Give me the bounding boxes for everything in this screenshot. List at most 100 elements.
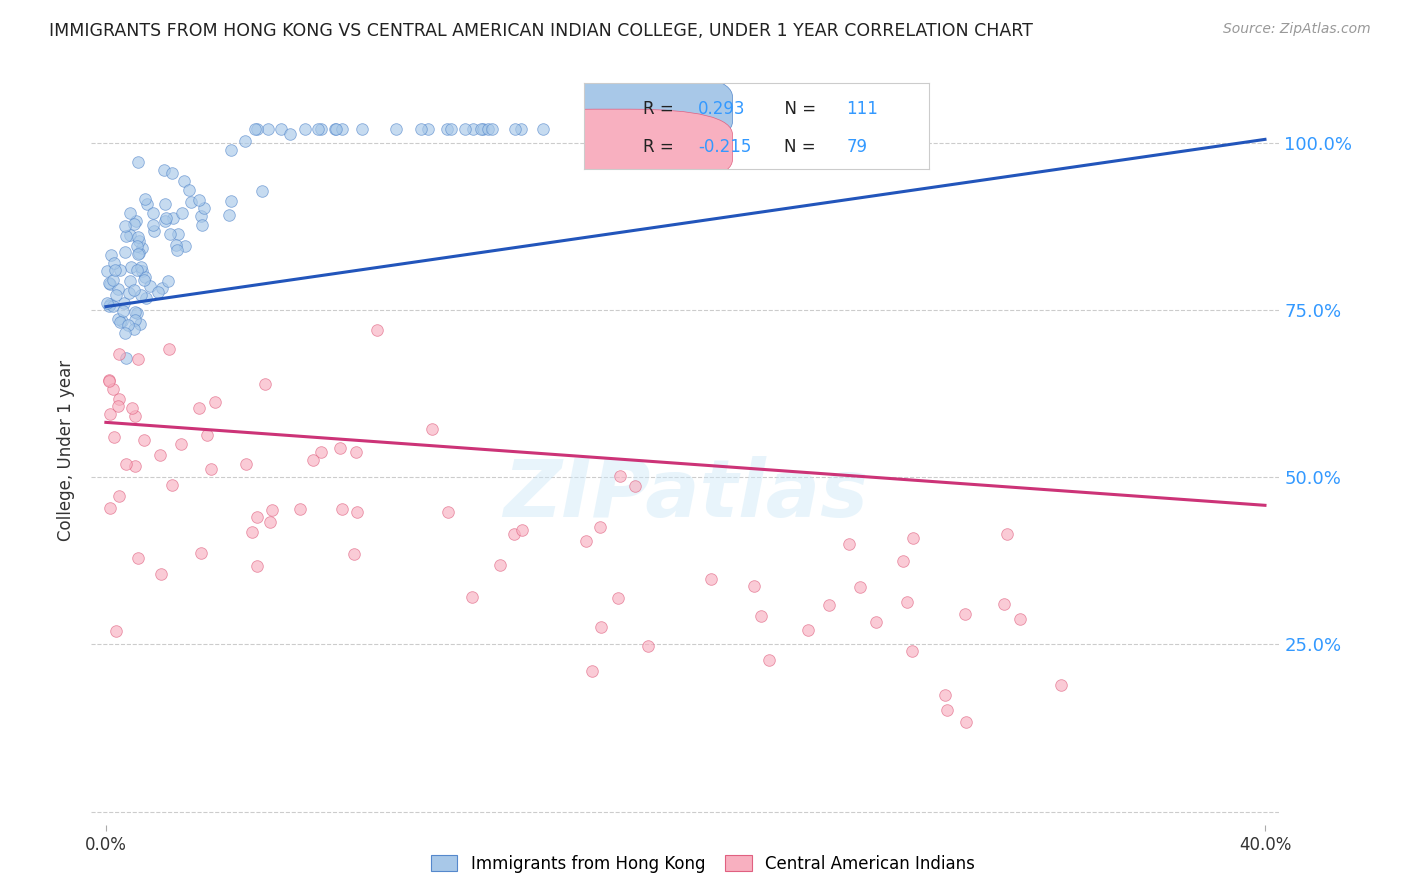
Point <box>129 260 152 275</box>
Point <box>270 122 292 136</box>
Point <box>167 227 190 241</box>
Point <box>107 489 129 503</box>
Point <box>173 174 195 188</box>
Point <box>259 516 281 530</box>
Point <box>98 500 121 515</box>
Point <box>471 122 494 136</box>
Point <box>127 263 149 277</box>
Point <box>117 285 139 300</box>
Point <box>240 525 263 540</box>
Point <box>155 211 177 225</box>
Point <box>152 162 174 177</box>
Point <box>149 449 172 463</box>
Point <box>165 238 187 252</box>
Point <box>142 223 165 237</box>
Point <box>254 377 277 392</box>
Point <box>346 505 368 519</box>
Point <box>606 591 628 605</box>
Point <box>191 218 214 232</box>
Point <box>128 245 150 260</box>
Point <box>115 351 138 366</box>
Point <box>129 287 152 301</box>
Point <box>98 373 121 387</box>
Point <box>111 303 134 318</box>
Text: IMMIGRANTS FROM HONG KONG VS CENTRAL AMERICAN INDIAN COLLEGE, UNDER 1 YEAR CORRE: IMMIGRANTS FROM HONG KONG VS CENTRAL AME… <box>49 22 1033 40</box>
Point <box>818 598 841 612</box>
Point <box>103 256 125 270</box>
Point <box>204 395 226 409</box>
Point <box>505 122 527 136</box>
Point <box>115 457 138 471</box>
Point <box>141 218 163 232</box>
Point <box>157 343 180 357</box>
Point <box>187 193 209 207</box>
Point <box>148 285 170 299</box>
Point <box>134 270 156 285</box>
Point <box>107 311 129 326</box>
Point <box>118 206 141 220</box>
Point <box>589 520 612 534</box>
Point <box>120 260 142 274</box>
Point <box>418 122 440 136</box>
Point <box>121 401 143 415</box>
Point <box>934 688 956 702</box>
Point <box>246 122 269 136</box>
Point <box>98 407 121 421</box>
Point <box>624 479 647 493</box>
Point <box>98 277 121 291</box>
Point <box>252 184 274 198</box>
Point <box>420 422 443 436</box>
Point <box>344 445 367 459</box>
Point <box>127 551 149 566</box>
Point <box>384 122 406 136</box>
Point <box>127 155 149 169</box>
Point <box>125 239 148 253</box>
Point <box>128 317 150 331</box>
Point <box>170 437 193 451</box>
Point <box>105 624 128 639</box>
Point <box>108 392 131 406</box>
Point <box>436 122 458 136</box>
Point <box>98 374 121 388</box>
Point <box>131 264 153 278</box>
Point <box>177 183 200 197</box>
Point <box>103 430 125 444</box>
Point <box>172 206 194 220</box>
Point <box>153 214 176 228</box>
Point <box>1008 612 1031 626</box>
Point <box>105 288 128 302</box>
Point <box>581 665 603 679</box>
Point <box>461 590 484 604</box>
Point <box>218 208 240 222</box>
Point <box>132 433 155 447</box>
Point <box>307 122 329 136</box>
Point <box>127 247 149 261</box>
Point <box>700 572 723 586</box>
Point <box>103 273 125 287</box>
Point <box>156 274 179 288</box>
Point <box>838 536 860 550</box>
Point <box>96 295 118 310</box>
Point <box>366 323 388 337</box>
Point <box>343 547 366 561</box>
Point <box>118 274 141 288</box>
Legend: Immigrants from Hong Kong, Central American Indians: Immigrants from Hong Kong, Central Ameri… <box>425 848 981 880</box>
Point <box>235 458 257 472</box>
Point <box>903 531 925 545</box>
Point <box>749 609 772 624</box>
Point <box>124 409 146 423</box>
Point <box>995 526 1018 541</box>
Point <box>107 282 129 296</box>
Point <box>195 428 218 442</box>
Point <box>936 703 959 717</box>
Point <box>122 283 145 297</box>
Point <box>411 122 433 136</box>
Point <box>288 501 311 516</box>
Point <box>134 273 156 287</box>
Point <box>246 558 269 573</box>
Point <box>124 313 146 327</box>
Point <box>797 623 820 637</box>
Point <box>865 615 887 629</box>
Point <box>301 452 323 467</box>
Point <box>477 122 499 136</box>
